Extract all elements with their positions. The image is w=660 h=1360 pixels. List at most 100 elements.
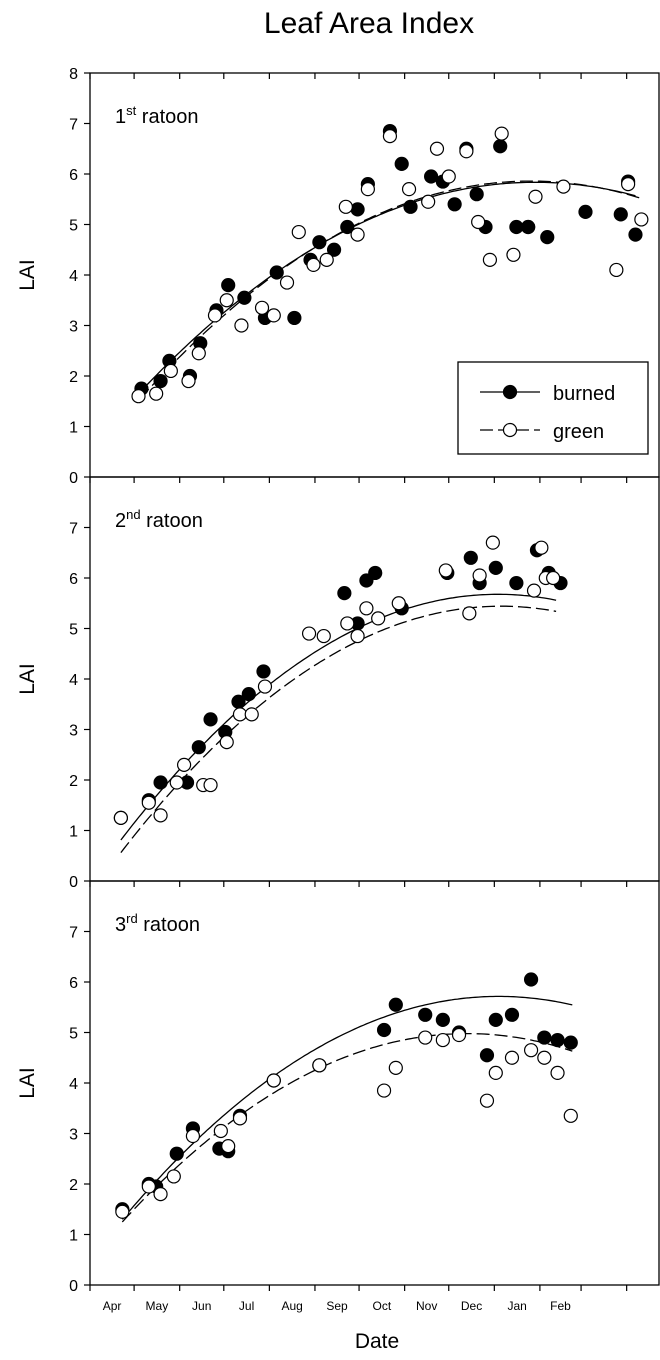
x-tick-label: Jan xyxy=(507,1299,526,1313)
data-point-green xyxy=(266,308,281,323)
x-tick-label: Oct xyxy=(373,1299,392,1313)
data-point-burned xyxy=(463,550,478,565)
data-point-burned xyxy=(628,227,643,242)
y-tick-label: 3 xyxy=(69,319,78,336)
data-point-green xyxy=(556,179,571,194)
data-point-green xyxy=(163,363,178,379)
data-point-green xyxy=(359,601,374,616)
data-point-green xyxy=(213,1123,228,1139)
data-point-burned xyxy=(337,586,352,601)
data-point-green xyxy=(429,141,445,156)
data-point-burned xyxy=(350,202,365,217)
x-tick-label: Jun xyxy=(192,1299,211,1313)
data-point-green xyxy=(115,1204,130,1219)
x-tick-label: Sep xyxy=(326,1299,348,1313)
panel-label-text: ratoon xyxy=(136,106,198,128)
data-point-green xyxy=(338,199,353,214)
data-point-green xyxy=(350,227,365,242)
fit-curve-green xyxy=(121,1032,573,1223)
data-point-burned xyxy=(403,199,418,214)
data-point-green xyxy=(312,1058,327,1073)
data-point-burned xyxy=(469,187,484,202)
legend-marker-burned xyxy=(502,384,518,400)
data-point-burned xyxy=(509,575,524,591)
data-point-burned xyxy=(523,972,539,987)
data-point-green xyxy=(141,1179,156,1194)
data-point-green xyxy=(316,628,331,644)
data-point-green xyxy=(546,570,561,586)
legend-marker-green xyxy=(502,422,518,438)
data-point-green xyxy=(550,1065,565,1081)
data-point-green xyxy=(528,189,543,204)
y-tick-label: 4 xyxy=(69,268,78,285)
panel-label-text: ratoon xyxy=(138,914,200,936)
data-point-burned xyxy=(153,775,168,790)
data-point-green xyxy=(401,182,417,197)
data-point-green xyxy=(537,1050,552,1065)
data-point-green xyxy=(438,563,453,578)
y-tick-label: 2 xyxy=(69,1177,78,1194)
y-tick-label: 5 xyxy=(69,1026,78,1043)
data-point-green xyxy=(418,1030,433,1045)
y-axis-label: LAI xyxy=(16,1067,39,1099)
y-tick-label: 2 xyxy=(69,369,78,386)
legend-label-green: green xyxy=(553,421,604,443)
data-point-green xyxy=(506,247,521,262)
data-point-burned xyxy=(269,265,284,280)
data-point-green xyxy=(185,1128,201,1144)
data-point-green xyxy=(504,1050,520,1065)
data-point-green xyxy=(634,212,649,227)
data-point-green xyxy=(169,775,184,790)
data-point-green xyxy=(376,1083,392,1098)
data-point-green xyxy=(485,535,500,550)
data-point-green xyxy=(301,626,317,641)
panel-frame xyxy=(89,476,660,882)
data-point-green xyxy=(232,1111,248,1126)
data-point-green xyxy=(181,373,196,389)
y-tick-label: 7 xyxy=(69,521,78,538)
data-point-burned xyxy=(394,156,409,171)
y-tick-label: 0 xyxy=(69,470,78,487)
data-point-burned xyxy=(613,207,628,222)
data-point-green xyxy=(435,1032,450,1048)
data-point-green xyxy=(360,182,375,197)
data-point-burned xyxy=(368,565,383,581)
data-point-green xyxy=(371,611,386,626)
data-point-burned xyxy=(388,997,403,1012)
y-tick-label: 6 xyxy=(69,975,78,992)
data-point-green xyxy=(382,129,398,144)
data-point-burned xyxy=(241,687,256,702)
data-point-green xyxy=(479,1093,495,1108)
panel-label: 3rd ratoon xyxy=(115,911,200,936)
fit-curve-green xyxy=(120,605,557,853)
data-point-green xyxy=(266,1073,281,1088)
data-point-green xyxy=(472,568,487,583)
panel-label-suffix: st xyxy=(126,103,137,118)
data-point-green xyxy=(219,735,234,750)
x-tick-label: Dec xyxy=(461,1299,482,1313)
panel-label: 1st ratoon xyxy=(115,103,199,128)
data-point-green xyxy=(451,1027,467,1043)
data-point-green xyxy=(221,1139,236,1154)
data-point-green xyxy=(482,252,498,267)
fit-curve-burned xyxy=(121,995,573,1220)
fit-curve-green xyxy=(139,180,641,400)
data-point-green xyxy=(153,808,168,823)
data-point-burned xyxy=(563,1035,578,1050)
y-tick-label: 1 xyxy=(69,824,78,841)
panel-label: 2nd ratoon xyxy=(115,507,203,532)
data-point-burned xyxy=(418,1007,433,1022)
legend-label-burned: burned xyxy=(553,383,615,405)
data-point-green xyxy=(459,144,474,159)
data-point-green xyxy=(534,540,549,555)
data-point-green xyxy=(621,177,636,192)
data-point-green xyxy=(462,606,477,621)
data-point-burned xyxy=(537,1030,552,1045)
data-point-green xyxy=(203,777,218,793)
y-axis-label: LAI xyxy=(16,259,39,291)
x-axis-label: Date xyxy=(355,1330,399,1353)
data-point-green xyxy=(388,1060,403,1075)
